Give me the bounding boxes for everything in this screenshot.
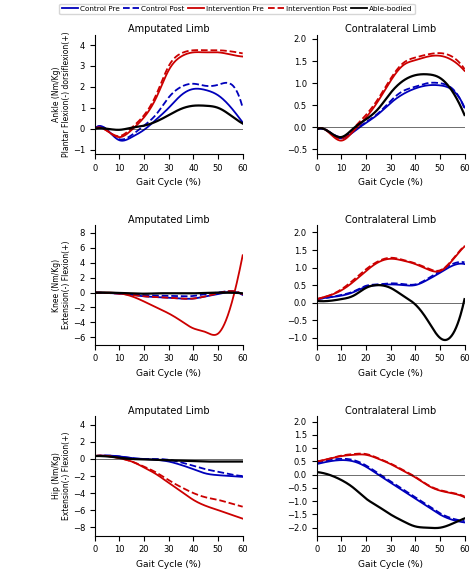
Y-axis label: Hip (Nm/Kg)
Extension(-) Flexion(+): Hip (Nm/Kg) Extension(-) Flexion(+) (52, 432, 71, 520)
Legend: Control Pre, Control Post, Intervention Pre, Intervention Post, Able-bodied: Control Pre, Control Post, Intervention … (59, 3, 415, 14)
X-axis label: Gait Cycle (%): Gait Cycle (%) (136, 560, 201, 569)
Title: Amputated Limb: Amputated Limb (128, 406, 210, 416)
Y-axis label: Ankle (Nm/Kg)
Plantar Flexion(-) dorsiflexion(+): Ankle (Nm/Kg) Plantar Flexion(-) dorsifl… (52, 32, 72, 157)
X-axis label: Gait Cycle (%): Gait Cycle (%) (358, 369, 423, 378)
X-axis label: Gait Cycle (%): Gait Cycle (%) (136, 369, 201, 378)
X-axis label: Gait Cycle (%): Gait Cycle (%) (358, 178, 423, 187)
Title: Amputated Limb: Amputated Limb (128, 24, 210, 34)
Y-axis label: Knee (Nm/Kg)
Extension(-) Flexion(+): Knee (Nm/Kg) Extension(-) Flexion(+) (52, 241, 71, 329)
Title: Contralateral Limb: Contralateral Limb (345, 24, 436, 34)
X-axis label: Gait Cycle (%): Gait Cycle (%) (136, 178, 201, 187)
Title: Amputated Limb: Amputated Limb (128, 215, 210, 225)
Title: Contralateral Limb: Contralateral Limb (345, 215, 436, 225)
Title: Contralateral Limb: Contralateral Limb (345, 406, 436, 416)
X-axis label: Gait Cycle (%): Gait Cycle (%) (358, 560, 423, 569)
